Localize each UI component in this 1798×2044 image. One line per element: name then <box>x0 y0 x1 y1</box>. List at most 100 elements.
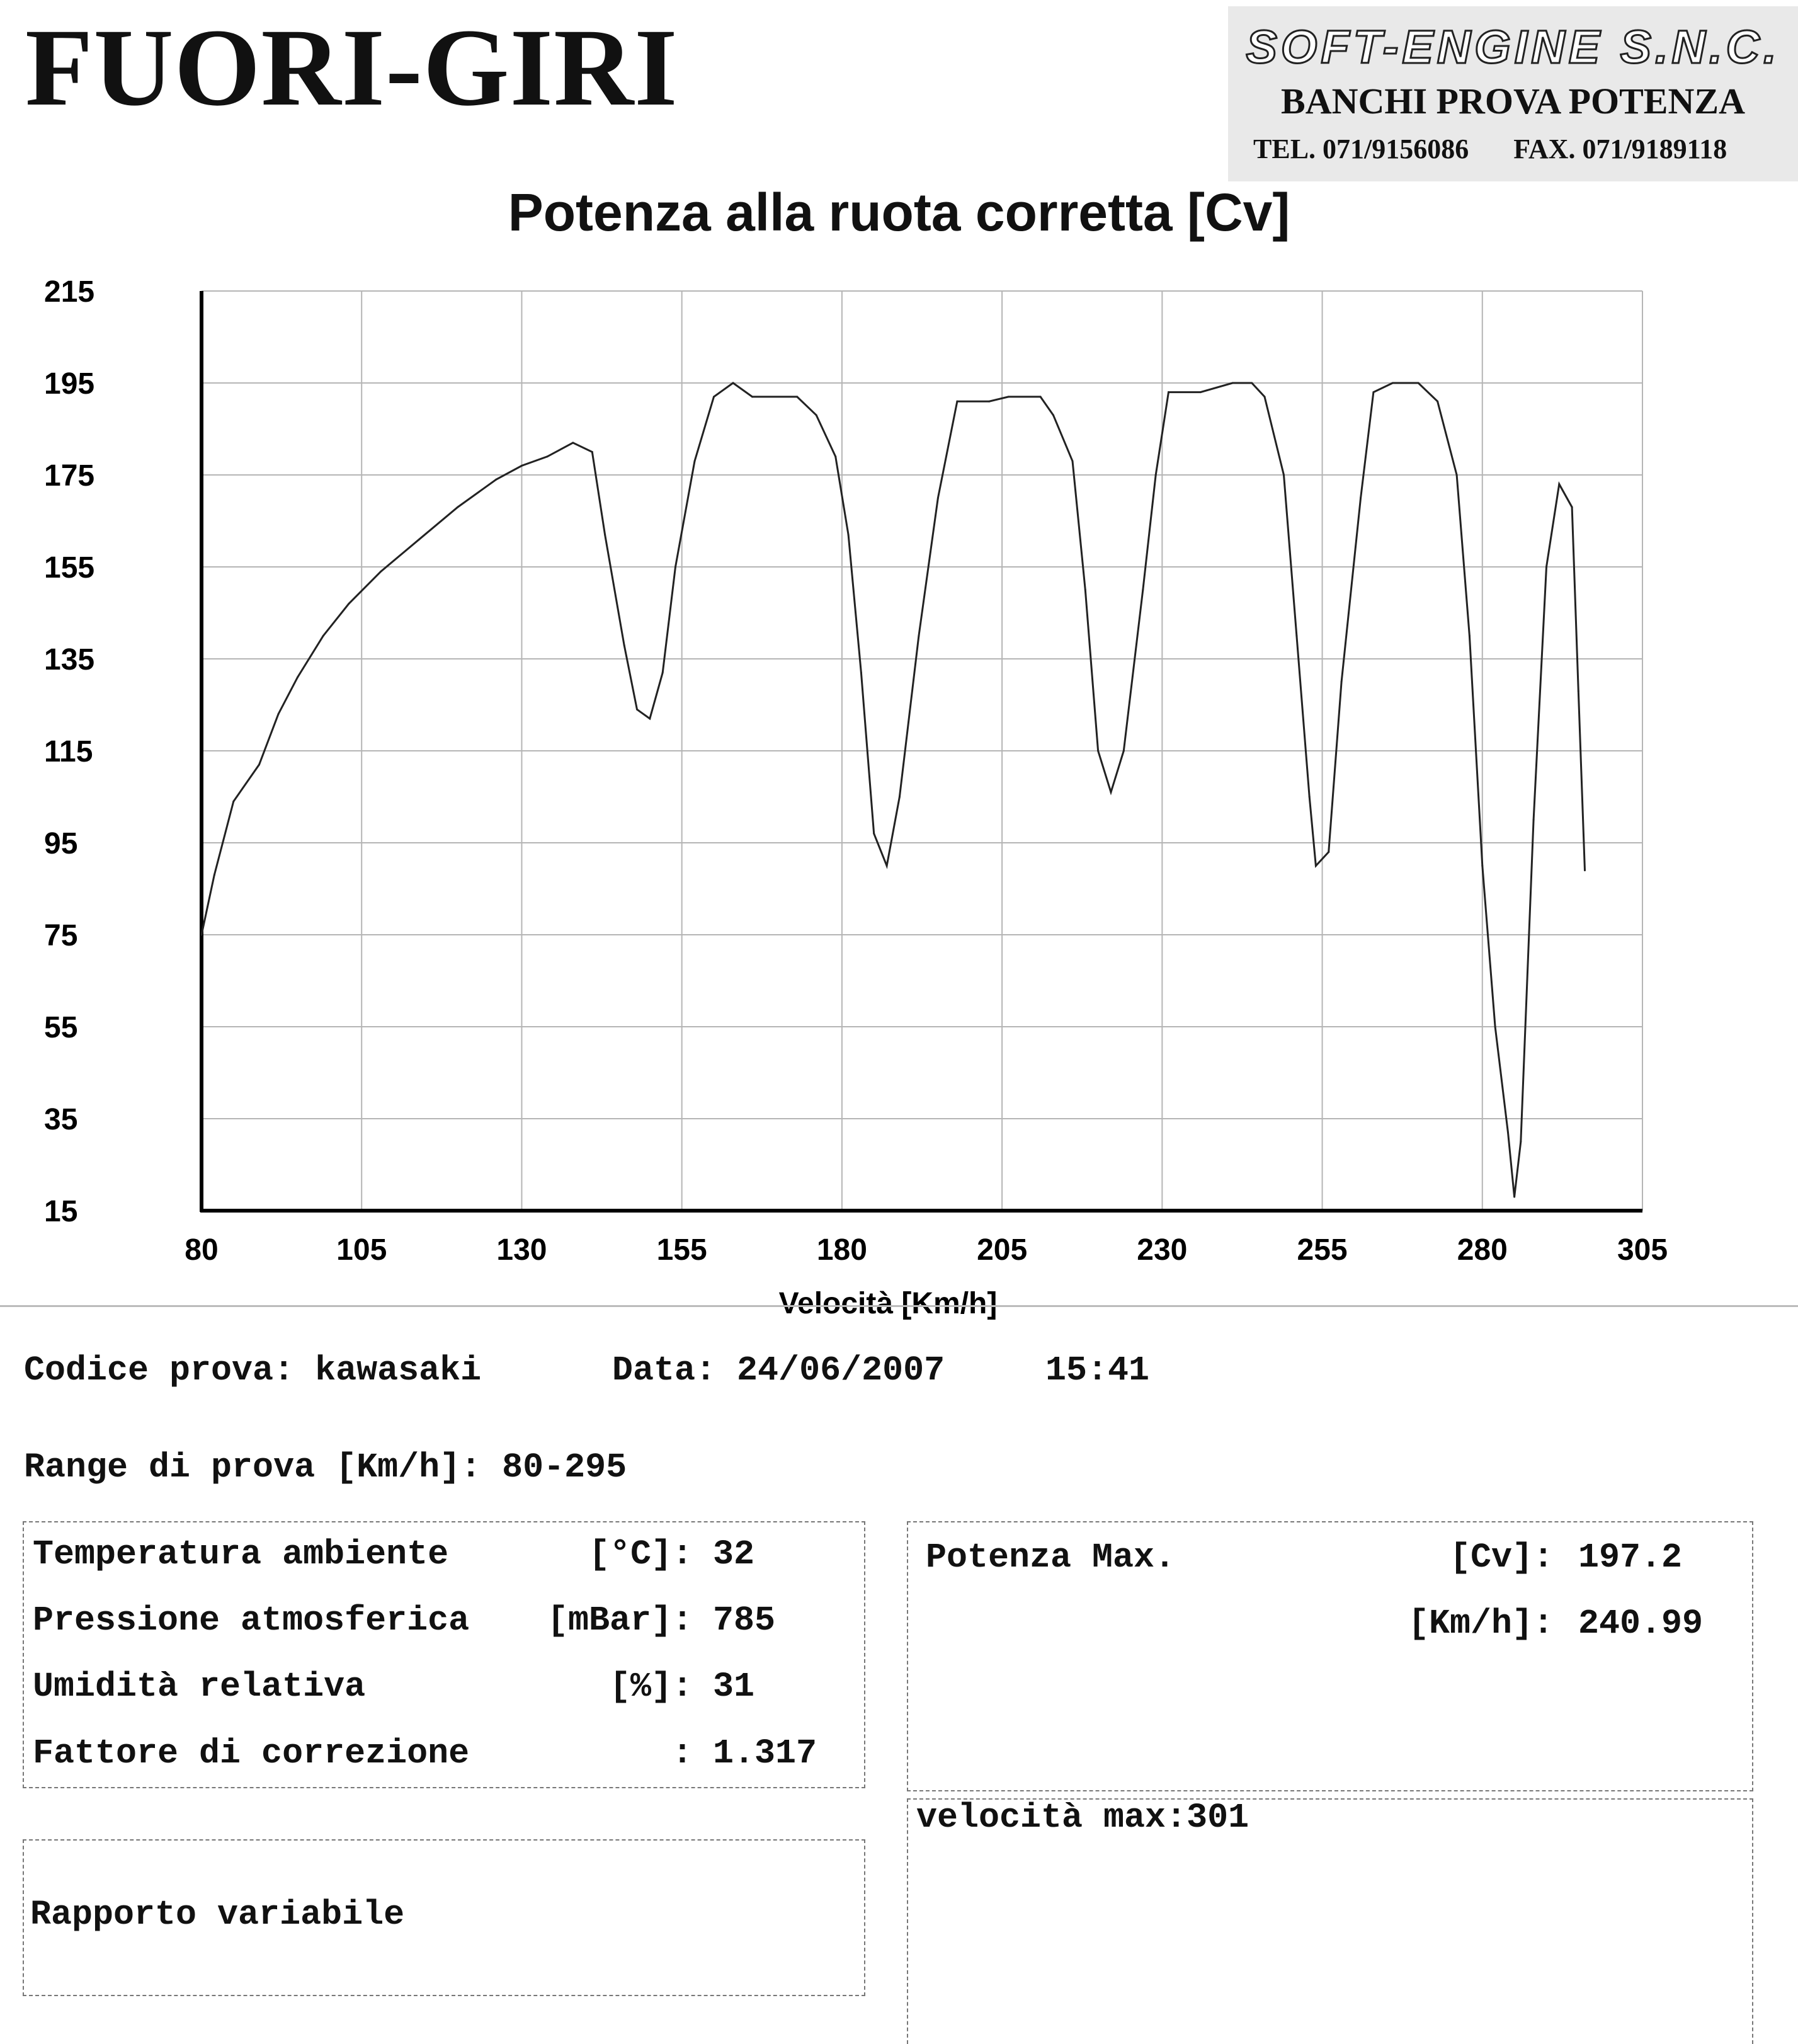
humidity-label: Umidità relativa <box>33 1667 366 1706</box>
y-tick-label: 135 <box>44 643 94 677</box>
data-point <box>1558 483 1561 486</box>
data-point <box>898 796 901 798</box>
data-point <box>1283 474 1285 476</box>
test-range-value: 80-295 <box>502 1447 627 1487</box>
data-point <box>1263 396 1266 398</box>
company-tagline: BANCHI PROVA POTENZA <box>1281 81 1745 122</box>
data-point <box>834 455 837 458</box>
data-point <box>1122 750 1125 752</box>
data-point <box>418 538 421 540</box>
x-tick-label: 280 <box>1457 1233 1508 1267</box>
max-power-speed-value: 240.99 <box>1578 1604 1704 1643</box>
data-point <box>1577 690 1579 692</box>
data-point <box>751 396 754 398</box>
data-point <box>1513 1196 1516 1198</box>
data-point <box>1168 391 1170 394</box>
pressure-unit: [mBar]: <box>547 1601 693 1640</box>
max-power-unit: [Cv]: <box>1449 1538 1554 1577</box>
x-tick-label: 230 <box>1137 1233 1187 1267</box>
data-point <box>674 566 676 568</box>
data-point <box>546 455 549 458</box>
data-point <box>860 671 862 674</box>
y-tick-label: 15 <box>44 1195 77 1228</box>
data-point <box>936 497 939 499</box>
data-point <box>649 717 651 720</box>
pressure-value: 785 <box>713 1601 776 1640</box>
data-point <box>1494 1025 1496 1028</box>
test-code-value: kawasaki <box>315 1350 482 1390</box>
y-tick-label: 195 <box>44 367 94 401</box>
data-point <box>1039 396 1042 398</box>
y-tick-label: 35 <box>44 1103 77 1136</box>
data-point <box>604 534 606 536</box>
data-point <box>1481 865 1484 867</box>
data-point <box>988 400 991 403</box>
test-code-label: Codice prova: <box>24 1350 295 1390</box>
test-time: 15:41 <box>1045 1350 1150 1390</box>
y-tick-label: 95 <box>44 827 77 860</box>
data-point <box>623 644 625 646</box>
data-point <box>1110 791 1112 794</box>
data-point <box>1571 506 1573 508</box>
max-speed-box <box>907 1798 1753 2044</box>
data-point <box>661 671 664 674</box>
x-axis-label: Velocità [Km/h] <box>779 1287 998 1320</box>
power-curve-points <box>200 382 1586 1198</box>
x-tick-label: 180 <box>817 1233 867 1267</box>
x-tick-label: 205 <box>977 1233 1027 1267</box>
test-date: Data: 24/06/2007 <box>612 1353 945 1388</box>
data-point <box>1154 474 1157 476</box>
data-point <box>885 865 888 867</box>
data-point <box>815 414 817 416</box>
x-tick-labels: 80 105 130 155 180 205 230 255 280 305 <box>185 1233 1668 1267</box>
chart-title: Potenza alla ruota corretta [Cv] <box>508 183 1290 242</box>
data-point <box>847 534 850 536</box>
x-tick-label: 105 <box>336 1233 387 1267</box>
data-point <box>1007 396 1010 398</box>
data-point <box>1314 865 1317 867</box>
data-point <box>796 396 799 398</box>
data-point <box>348 602 350 605</box>
test-range: Range di prova [Km/h]: 80-295 <box>24 1450 627 1485</box>
data-point <box>572 442 574 444</box>
company-contacts: TEL. 071/9156086 FAX. 071/9189118 <box>1253 135 1798 163</box>
data-point <box>1468 635 1471 637</box>
data-point <box>297 676 299 678</box>
data-point <box>1295 635 1298 637</box>
data-point <box>213 874 215 876</box>
max-power-value: 197.2 <box>1578 1538 1683 1577</box>
data-point <box>258 763 261 766</box>
data-point <box>1391 382 1394 384</box>
data-point <box>1545 566 1547 568</box>
x-tick-label: 130 <box>496 1233 547 1267</box>
data-point <box>591 451 593 453</box>
correction-value: 1.317 <box>713 1733 817 1773</box>
correction-unit: : <box>671 1733 693 1773</box>
test-date-value: 24/06/2007 <box>737 1350 945 1390</box>
report-title: FUORI-GIRI <box>25 6 678 129</box>
data-point <box>693 460 696 462</box>
chart-axes <box>200 291 1642 1213</box>
pressure-label: Pressione atmosferica <box>33 1601 470 1640</box>
max-speed: velocità max:301 <box>916 1798 1249 1837</box>
data-point <box>732 382 734 384</box>
data-point <box>1506 1131 1509 1134</box>
separator-line <box>0 1305 1798 1307</box>
y-tick-label: 215 <box>44 275 94 309</box>
company-logo: SOFT-ENGINE S.N.C. <box>1245 21 1780 73</box>
data-point <box>1052 414 1054 416</box>
data-point <box>1520 1141 1522 1143</box>
data-point <box>380 570 382 573</box>
ratio-note: Rapporto variabile <box>30 1895 405 1934</box>
company-stamp: SOFT-ENGINE S.N.C. BANCHI PROVA POTENZA … <box>1228 6 1798 181</box>
y-tick-label: 155 <box>44 551 94 585</box>
data-point <box>1360 497 1362 499</box>
data-point <box>635 708 638 711</box>
data-point <box>232 800 235 802</box>
temperature-label: Temperatura ambiente <box>33 1534 449 1574</box>
data-point <box>520 464 523 467</box>
data-point <box>1251 382 1253 384</box>
company-phone: TEL. 071/9156086 <box>1253 134 1469 164</box>
test-range-label: Range di prova [Km/h]: <box>24 1447 482 1487</box>
data-point <box>1142 589 1144 591</box>
